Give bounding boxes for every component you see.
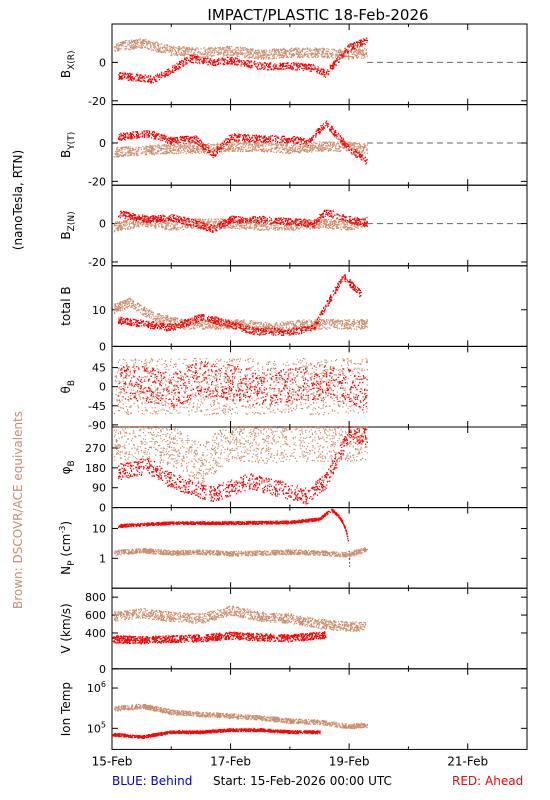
y-axis-label-bt: total B: [59, 286, 73, 326]
ace-series-np: [113, 547, 369, 558]
plot-title: IMPACT/PLASTIC 18-Feb-2026: [207, 6, 428, 24]
ahead-series-theta: [118, 361, 368, 411]
y-tick-label-by: 0: [99, 137, 106, 150]
x-tick-label: 15-Feb: [92, 754, 133, 768]
y-tick-label-bt: 10: [92, 304, 106, 317]
x-axis: 15-Feb 17-Feb 19-Feb 21-Feb: [92, 754, 489, 768]
ahead-series-np: [118, 508, 351, 567]
side-label-ace: Brown: DSCOVR/ACE equivalents: [11, 411, 25, 609]
ace-series-phi: [113, 426, 368, 484]
ahead-series-phi: [117, 426, 368, 505]
ace-series-by: [113, 141, 369, 158]
y-tick-label-temp: 105: [87, 720, 106, 735]
ahead-series-v: [112, 631, 327, 645]
footer-behind: BLUE: Behind: [112, 774, 192, 788]
panel-frame-bt: [111, 265, 528, 347]
y-tick-label-phi: 90: [92, 482, 106, 495]
ace-series-theta: [113, 357, 368, 416]
y-tick-label-np: 1: [99, 552, 106, 565]
y-axis-label-by: BY(T): [59, 132, 77, 158]
ace-series-bx: [113, 38, 368, 60]
y-tick-label-phi: 180: [85, 462, 106, 475]
y-tick-label-bx: -20: [88, 95, 106, 108]
y-tick-label-theta: 45: [92, 362, 106, 375]
panel-frame-bx: [111, 23, 528, 106]
x-tick-label: 21-Feb: [447, 754, 488, 768]
y-axis-label-phi: φB: [59, 460, 77, 474]
ahead-series-bz: [118, 209, 368, 234]
y-tick-label-phi: 270: [85, 442, 106, 455]
ace-series-temp: [113, 703, 369, 730]
side-label-units: (nanoTesla, RTN): [11, 150, 25, 250]
y-tick-label-temp: 106: [87, 680, 106, 695]
x-tick-label: 19-Feb: [329, 754, 370, 768]
y-tick-label-bt: 0: [99, 340, 106, 353]
ace-series-bz: [113, 216, 368, 233]
y-tick-label-np: 10: [92, 522, 106, 535]
y-axis-label-bx: BX(R): [59, 50, 77, 78]
y-tick-label-by: -20: [88, 175, 106, 188]
y-tick-label-v: 0: [99, 663, 106, 676]
y-tick-label-bz: -20: [88, 256, 106, 269]
y-tick-label-v: 400: [85, 627, 106, 640]
y-tick-label-theta: -45: [88, 400, 106, 413]
footer-start: Start: 15-Feb-2026 00:00 UTC: [213, 774, 392, 788]
panel-frame-temp: [111, 668, 528, 750]
y-tick-label-bx: 0: [99, 56, 106, 69]
ahead-series-by: [117, 120, 368, 165]
ahead-series-bt: [117, 274, 362, 337]
y-tick-label-phi: 0: [99, 502, 106, 515]
y-tick-label-v: 600: [85, 609, 106, 622]
ahead-series-temp: [112, 728, 321, 740]
y-tick-label-theta: -90: [88, 419, 106, 432]
y-axis-label-v: V (km/s): [59, 603, 73, 653]
y-tick-label-theta: 0: [99, 381, 106, 394]
y-axis-label-bz: BZ(N): [59, 211, 77, 239]
footer-ahead: RED: Ahead: [452, 774, 523, 788]
y-axis-label-np: NP (cm-3): [58, 521, 77, 575]
y-axis-label-theta: θB: [59, 380, 77, 394]
y-tick-label-v: 800: [85, 591, 106, 604]
y-axis-label-temp: Ion Temp: [59, 682, 73, 736]
x-tick-label: 17-Feb: [210, 754, 251, 768]
ahead-series-bx: [118, 37, 368, 84]
y-tick-label-bz: 0: [99, 218, 106, 231]
ace-series-v: [113, 605, 367, 632]
